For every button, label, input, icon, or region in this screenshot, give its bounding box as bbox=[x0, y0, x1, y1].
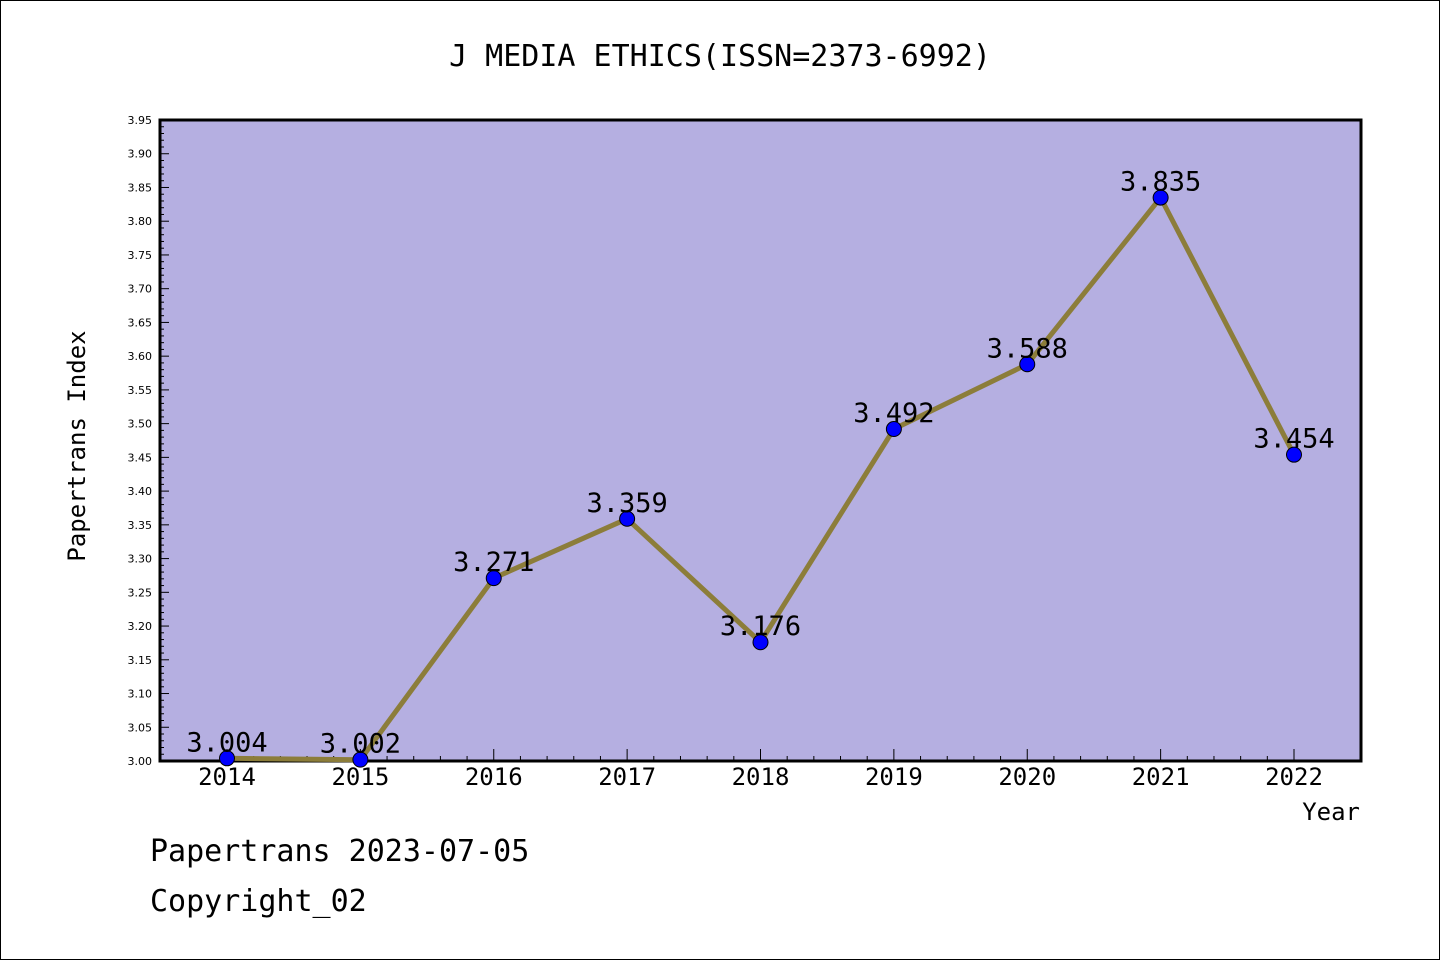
plot-area bbox=[158, 118, 1363, 763]
y-axis: 3.00 3.05 3.10 3.15 3.20 3.25 3.30 3.35 3.40 3.45… bbox=[128, 114, 169, 768]
data-label: 3.271 bbox=[453, 547, 534, 578]
data-labels-group: 3.004 3.002 3.271 3.359 3.176 3.492 3.588 3.835… bbox=[186, 167, 1334, 760]
x-axis-label: Year bbox=[1302, 798, 1360, 826]
y-tick-label: 3.85 bbox=[128, 181, 153, 194]
y-tick-label: 3.95 bbox=[128, 114, 153, 127]
y-tick-label: 3.50 bbox=[128, 418, 153, 431]
x-tick-label: 2017 bbox=[598, 763, 656, 791]
y-tick-label: 3.40 bbox=[128, 485, 153, 498]
data-label: 3.004 bbox=[186, 727, 267, 758]
chart-title: J MEDIA ETHICS(ISSN=2373-6992) bbox=[449, 39, 991, 74]
data-label: 3.454 bbox=[1253, 424, 1334, 455]
data-point bbox=[752, 634, 769, 651]
data-label: 3.359 bbox=[586, 488, 667, 519]
y-tick-label: 3.30 bbox=[128, 553, 153, 566]
x-tick-label: 2021 bbox=[1132, 763, 1190, 791]
y-tick-label: 3.70 bbox=[128, 283, 153, 296]
y-tick-label: 3.35 bbox=[128, 519, 153, 532]
y-tick-label: 3.10 bbox=[128, 688, 153, 701]
data-point bbox=[1152, 189, 1169, 206]
data-label: 3.588 bbox=[987, 333, 1068, 364]
y-tick-label: 3.65 bbox=[128, 316, 153, 329]
y-tick-label: 3.55 bbox=[128, 384, 153, 397]
data-point bbox=[885, 421, 902, 438]
data-label: 3.002 bbox=[320, 729, 401, 760]
footer-copyright: Copyright_02 bbox=[150, 884, 367, 919]
x-tick-label: 2016 bbox=[465, 763, 523, 791]
data-point bbox=[619, 510, 636, 527]
x-tick-label: 2018 bbox=[732, 763, 790, 791]
x-tick-label: 2015 bbox=[331, 763, 389, 791]
data-point bbox=[1286, 446, 1302, 463]
y-tick-label: 3.20 bbox=[128, 620, 153, 633]
x-tick-label: 2020 bbox=[998, 763, 1056, 791]
y-tick-label: 3.80 bbox=[128, 215, 153, 228]
data-point bbox=[1019, 356, 1036, 373]
footer-date: Papertrans 2023-07-05 bbox=[150, 834, 530, 869]
x-tick-label: 2022 bbox=[1265, 763, 1323, 791]
y-tick-label: 3.75 bbox=[128, 249, 153, 262]
x-tick-label: 2019 bbox=[865, 763, 923, 791]
y-tick-label: 3.25 bbox=[128, 586, 153, 599]
markers-group bbox=[219, 189, 1302, 768]
data-point bbox=[219, 750, 235, 767]
y-axis-label: Papertrans Index bbox=[63, 330, 91, 561]
y-tick-label: 3.05 bbox=[128, 721, 153, 734]
data-point bbox=[352, 751, 369, 768]
data-label: 3.835 bbox=[1120, 167, 1201, 198]
data-label: 3.176 bbox=[720, 611, 801, 642]
data-label: 3.492 bbox=[853, 398, 934, 429]
data-point bbox=[485, 570, 502, 587]
y-tick-label: 3.45 bbox=[128, 451, 153, 464]
x-tick-label: 2014 bbox=[198, 763, 256, 791]
y-tick-label: 3.90 bbox=[128, 148, 153, 161]
y-tick-label: 3.00 bbox=[128, 755, 153, 768]
y-tick-label: 3.15 bbox=[128, 654, 153, 667]
y-tick-label: 3.60 bbox=[128, 350, 153, 363]
